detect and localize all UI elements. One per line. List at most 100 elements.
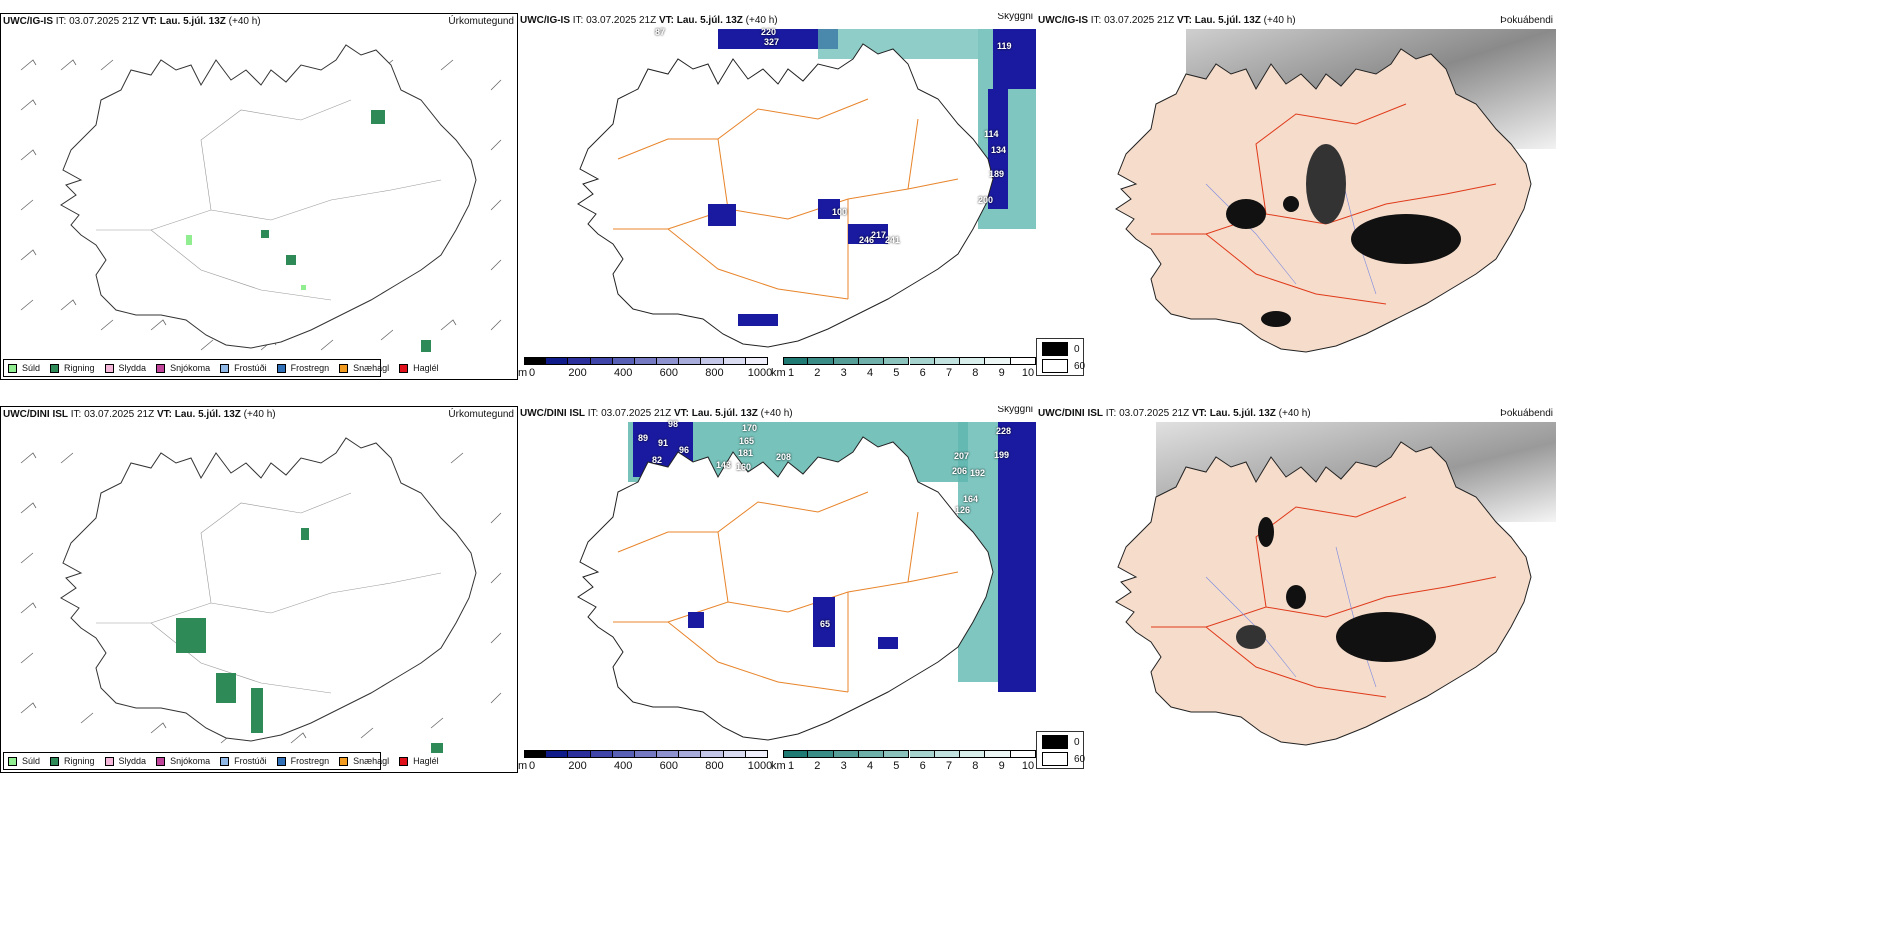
vis-label: 126 [955,505,971,515]
colorbar-segment [723,357,746,365]
colorbar-segment [634,750,658,758]
colorbar-segment [808,357,834,365]
vis-label: 170 [742,423,758,433]
visibility-colorbar: km 1 2 3 4 5 6 7 8 9 10 [771,357,1036,379]
legend-item-freezing-rain: Frostregn [276,756,329,766]
colorbar-tick-label: 600 [659,367,678,379]
roads [613,491,959,693]
panel-precip-type-row2: UWC/DINI ISL IT: 03.07.2025 21Z VT: Lau.… [0,406,518,773]
colorbar-segment [590,750,613,758]
vis-label: 200 [978,195,994,205]
colorbar-tick-label: 6 [919,367,926,379]
legend-item-freezing-drizzle: Frostúði [220,756,267,766]
colorbar-unit: m [518,367,528,379]
low-visibility-areas [688,597,898,649]
colorbar-segment [524,750,547,758]
panel-header: UWC/DINI ISL IT: 03.07.2025 21Z VT: Lau.… [518,406,1036,422]
ceiling-colorbar: m 0 200 400 600 800 1000 [518,357,772,379]
colorbar-segment [612,357,635,365]
colorbar-segment [679,357,702,365]
colorbar-tick-label: 1000 [747,367,773,379]
legend-item-rain: Rigning [50,756,95,766]
panel-visibility-row2: UWC/DINI ISL IT: 03.07.2025 21Z VT: Lau.… [518,406,1036,773]
panel-header: UWC/DINI ISL IT: 03.07.2025 21Z VT: Lau.… [1,407,517,423]
vis-label: 228 [996,426,1012,436]
vis-label: 143 [716,460,732,470]
vis-label: 220 [761,27,777,37]
legend-item-freezing-drizzle: Frostúði [220,363,267,373]
colorbar-tick-label: 7 [945,367,953,379]
panel-fog-indicator-row2: UWC/DINI ISL IT: 03.07.2025 21Z VT: Lau.… [1036,406,1556,773]
colorbar-tick-label: 4 [866,367,874,379]
vis-label: 89 [638,433,649,443]
colorbar-tick-label: 600 [659,760,678,772]
colorbar-segment [783,750,809,758]
colorbar-tick-label: 4 [866,760,874,772]
panel-type-title: Skyggni [997,406,1033,415]
legend-item-hail: Haglél [399,756,439,766]
vis-label: 246 [859,235,875,245]
colorbar-segment [985,750,1011,758]
visibility-map [577,29,1036,348]
legend-item-snow: Snjókoma [156,363,210,373]
panel-precip-type-row1: UWC/IG-IS IT: 03.07.2025 21Z VT: Lau. 5.… [0,13,518,380]
colorbar-tick-label: 8 [972,760,979,772]
legend-item-drizzle: Súld [8,363,40,373]
colorbar-unit: m [518,760,528,772]
visibility-map [577,422,1036,741]
key-item: 60 [1042,359,1085,373]
panel-type-title: Úrkomutegund [448,409,514,420]
vis-label: 160 [736,462,752,472]
colorbar-segment [909,750,935,758]
vis-label: 134 [991,145,1007,155]
colorbar-tick-label: 800 [705,760,724,772]
panel-type-title: Úrkomutegund [448,16,514,27]
colorbar-segment [612,750,635,758]
colorbar-tick-label: 1000 [747,760,773,772]
vis-label: 181 [738,448,754,458]
colorbar-tick-label: 10 [1021,760,1035,772]
colorbar-segment [679,750,702,758]
panel-type-title: Skyggni [997,13,1033,22]
colorbar-unit: km [771,760,786,772]
colorbar-segment [546,357,569,365]
colorbar-tick-label: 400 [614,760,633,772]
colorbar-segment [723,750,746,758]
colorbar-segment [783,357,809,365]
roads [96,99,442,301]
vis-label: 199 [994,450,1010,460]
vis-label: 208 [776,452,792,462]
roads [1151,496,1497,698]
vis-label: 164 [963,494,979,504]
colorbar-segment [701,357,724,365]
vis-label: 91 [658,438,669,448]
colorbar-tick-label: 1 [787,760,795,772]
precip-type-legend: Súld Rigning Slydda Snjókoma Frostúði Fr… [3,359,439,377]
key-item: 60 [1042,752,1085,766]
colorbar-tick-label: 0 [528,760,536,772]
vis-label: 207 [954,451,970,461]
colorbar-tick-label: 200 [568,760,587,772]
fog-areas [1226,144,1461,327]
colorbar-segment [985,357,1011,365]
precip-type-legend: Súld Rigning Slydda Snjókoma Frostúði Fr… [3,752,439,770]
panel-type-title: Þokuábendi [1500,15,1553,26]
vis-label: 100 [832,207,848,217]
colorbar-tick-label: 9 [998,760,1005,772]
precip-map [20,437,502,753]
fog-map [1036,29,1556,380]
panel-header: UWC/DINI ISL IT: 03.07.2025 21Z VT: Lau.… [1036,406,1556,422]
precip-map [20,44,502,352]
vis-label: 114 [984,129,999,139]
vis-label: 192 [970,468,986,478]
fog-map [1036,422,1556,773]
fog-index-key: 0 60 [1036,338,1085,376]
legend-item-rain: Rigning [50,363,95,373]
legend-item-snow-pellets: Snæhagl [339,363,389,373]
colorbar-tick-label: 2 [814,760,821,772]
legend-item-snow: Snjókoma [156,756,210,766]
key-item: 0 [1042,342,1080,356]
legend-item-hail: Haglél [399,363,439,373]
vis-label: 189 [989,169,1005,179]
colorbar-segment [568,750,591,758]
